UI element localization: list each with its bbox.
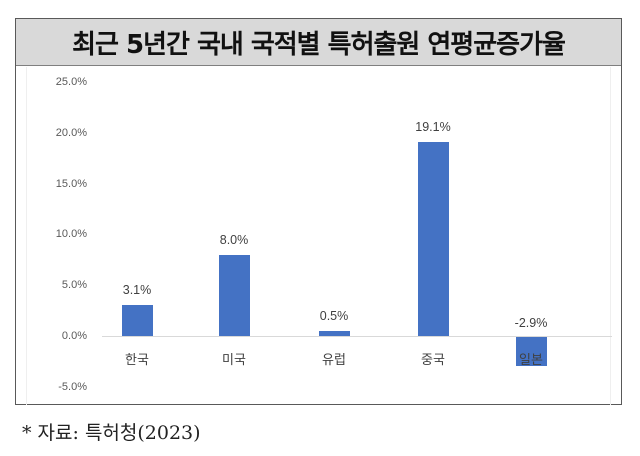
value-label: -2.9% [514,316,548,330]
y-tick-label: -5.0% [58,380,87,393]
source-footnote: * 자료: 특허청(2023) [22,422,201,444]
category-label: 일본 [519,353,543,368]
chart-frame: 최근 5년간 국내 국적별 특허출원 연평균증가율 25.0% 20.0% 15.0… [15,18,622,405]
category-label: 미국 [222,353,246,368]
value-label: 8.0% [219,232,249,247]
y-tick-label: 20.0% [55,126,87,139]
y-tick-label: 10.0% [55,228,87,241]
value-label: 19.1% [415,119,451,134]
value-label: 0.5% [319,308,349,323]
value-label: 3.1% [122,282,152,297]
y-tick-label: 15.0% [55,177,87,190]
y-tick-label: 25.0% [55,76,87,88]
title-band: 최근 5년간 국내 국적별 특허출원 연평균증가율 [16,19,621,66]
plot-area: 25.0% 20.0% 15.0% 10.0% 5.0% 0.0% -5.0% 3.1% 한국 8… [26,67,612,405]
category-label: 유럽 [322,353,346,368]
zero-axis-line [102,336,612,337]
y-tick-label: 0.0% [61,330,87,342]
bar-0 [121,304,153,336]
category-label: 한국 [125,353,149,368]
bar-3 [417,141,449,336]
chart-title: 최근 5년간 국내 국적별 특허출원 연평균증가율 [72,29,566,60]
y-tick-label: 5.0% [61,279,87,292]
bar-1 [218,254,250,336]
bar-4 [515,337,547,367]
bar-2 [318,330,350,336]
category-label: 중국 [421,353,445,368]
